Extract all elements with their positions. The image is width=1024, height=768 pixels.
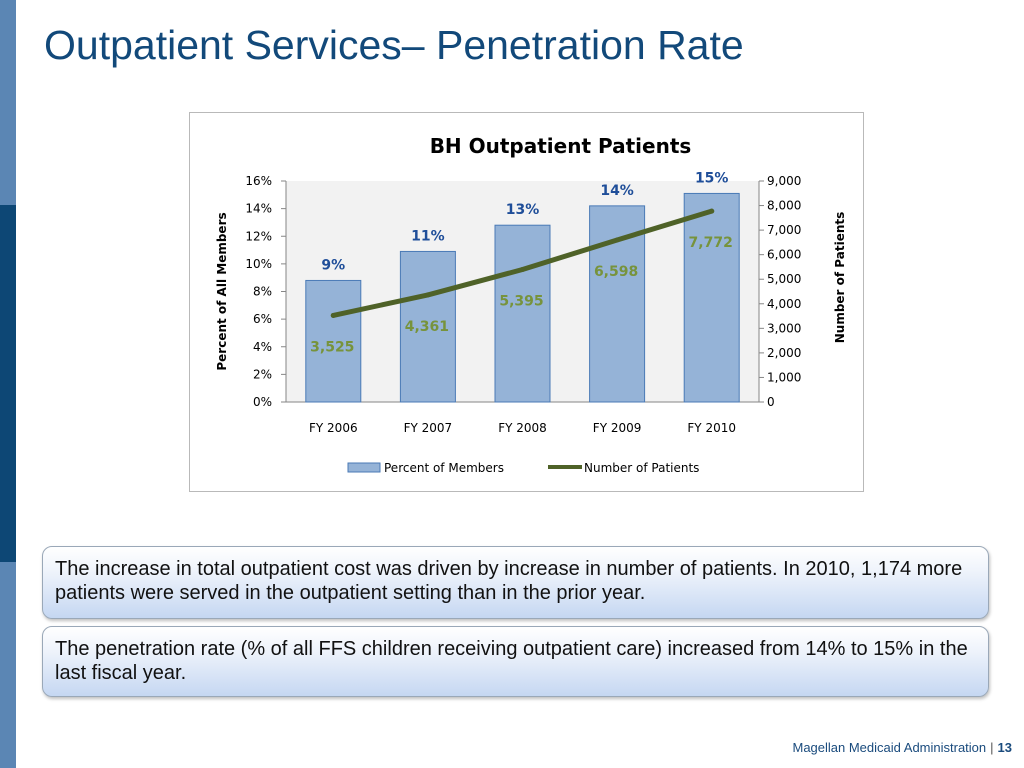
footer-company: Magellan Medicaid Administration [792,740,987,755]
callout-cost-driver: The increase in total outpatient cost wa… [42,546,989,619]
bar-data-label: 14% [600,183,634,199]
right-axis-tick-label: 0 [767,395,775,409]
bar-data-label: 9% [321,257,345,273]
right-axis-tick-label: 9,000 [767,174,801,188]
bar-data-label: 15% [695,170,729,186]
left-accent-bar-dark-segment [0,205,16,562]
left-axis-tick-label: 0% [253,395,272,409]
right-axis-label: Number of Patients [833,212,847,344]
right-axis-tick-label: 5,000 [767,272,801,286]
legend-label-number-of-patients: Number of Patients [584,461,699,475]
x-axis-tick-label: FY 2006 [309,421,358,435]
right-axis-tick-label: 2,000 [767,346,801,360]
line-data-label: 7,772 [689,235,733,251]
right-axis-tick-label: 6,000 [767,248,801,262]
footer-separator: | [990,740,994,755]
x-axis-tick-label: FY 2010 [687,421,736,435]
left-axis-tick-label: 14% [245,202,272,216]
line-point-number-of-patients [425,292,431,298]
bar-percent-of-members [494,224,551,403]
left-axis-tick-label: 6% [253,312,272,326]
line-data-label: 4,361 [405,319,449,335]
line-data-label: 5,395 [499,294,543,310]
right-axis-tick-label: 7,000 [767,223,801,237]
bar-percent-of-members [683,192,740,403]
line-data-label: 3,525 [310,339,354,355]
left-axis-tick-label: 8% [253,285,272,299]
chart-frame: BH Outpatient Patients 0% 2% 4% 6% 8% 10% 12% 14… [189,112,864,492]
x-axis-tick-label: FY 2008 [498,421,547,435]
right-axis-tick-label: 1,000 [767,370,801,384]
left-axis-tick-label: 12% [245,229,272,243]
chart-title: BH Outpatient Patients [430,134,692,158]
bar-percent-of-members [305,279,362,403]
left-axis-tick-label: 10% [245,257,272,271]
line-point-number-of-patients [614,237,620,243]
legend-label-percent-of-members: Percent of Members [384,461,504,475]
legend-swatch-percent-of-members [347,462,381,473]
line-point-number-of-patients [520,267,525,273]
bar-percent-of-members [399,250,456,403]
bar-data-label: 13% [506,202,540,218]
left-axis-label: Percent of All Members [215,212,229,370]
left-accent-bar [0,0,16,768]
bar-data-label: 11% [411,228,445,244]
left-axis-tick-label: 2% [253,367,272,381]
footer: Magellan Medicaid Administration | 13 [792,740,1012,755]
line-point-number-of-patients [330,312,336,318]
right-axis-tick-label: 4,000 [767,297,801,311]
line-data-label: 6,598 [594,264,638,280]
line-point-number-of-patients [709,208,715,214]
x-axis-tick-label: FY 2007 [404,421,453,435]
right-axis-tick-label: 8,000 [767,199,801,213]
left-axis-tick-label: 16% [245,174,272,188]
left-axis-tick-label: 4% [253,340,272,354]
bh-outpatient-chart: BH Outpatient Patients 0% 2% 4% 6% 8% 10% 12% 14… [215,134,847,475]
right-axis-tick-label: 3,000 [767,321,801,335]
x-axis-tick-label: FY 2009 [593,421,642,435]
callout-penetration-rate: The penetration rate (% of all FFS child… [42,626,989,697]
slide-title: Outpatient Services– Penetration Rate [44,22,744,68]
page-number: 13 [997,740,1012,755]
